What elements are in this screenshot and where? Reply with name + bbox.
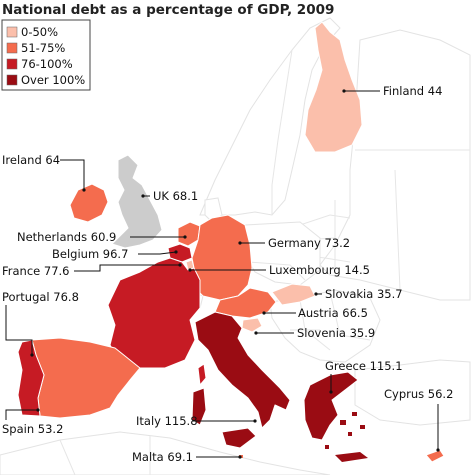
greek-islands: [325, 412, 368, 462]
country-labels: Finland 44 Ireland 64 UK 68.1 Netherland…: [2, 84, 453, 464]
label-france: France 77.6: [2, 264, 70, 278]
legend-swatch-51-75: [6, 42, 18, 54]
label-italy: Italy 115.8: [136, 414, 198, 428]
label-spain: Spain 53.2: [2, 422, 63, 436]
island-corsica: [197, 363, 207, 386]
label-luxembourg: Luxembourg 14.5: [269, 263, 370, 277]
country-slovenia: [241, 317, 263, 333]
country-greece: [303, 371, 359, 441]
legend-swatch-76-100: [6, 58, 18, 70]
country-italy: [194, 311, 291, 429]
country-portugal: [17, 339, 45, 417]
map-title: National debt as a percentage of GDP, 20…: [2, 2, 334, 18]
island-sardinia: [191, 387, 207, 426]
country-uk: [111, 154, 163, 249]
label-uk: UK 68.1: [153, 189, 198, 203]
leader-lines: [5, 89, 440, 459]
label-malta: Malta 69.1: [132, 450, 193, 464]
legend-label-0-50: 0-50%: [21, 25, 58, 39]
label-slovenia: Slovenia 35.9: [297, 326, 375, 340]
label-greece: Greece 115.1: [325, 359, 403, 373]
legend-label-51-75: 51-75%: [21, 41, 65, 55]
legend: 0-50% 51-75% 76-100% Over 100%: [1, 19, 91, 91]
country-france: [107, 257, 201, 369]
label-austria: Austria 66.5: [298, 306, 368, 320]
label-slovakia: Slovakia 35.7: [325, 287, 403, 301]
legend-label-76-100: 76-100%: [21, 57, 73, 71]
label-cyprus: Cyprus 56.2: [384, 387, 453, 401]
country-cyprus: [425, 449, 445, 463]
country-ireland: [69, 183, 109, 223]
label-ireland: Ireland 64: [2, 153, 60, 167]
background-land: [0, 17, 471, 475]
label-belgium: Belgium 96.7: [52, 247, 128, 261]
label-netherlands: Netherlands 60.9: [17, 230, 116, 244]
legend-swatch-over-100: [6, 74, 18, 86]
island-sicily: [221, 427, 257, 449]
label-germany: Germany 73.2: [268, 236, 350, 250]
country-germany: [191, 214, 253, 301]
legend-label-over-100: Over 100%: [21, 73, 85, 87]
label-finland: Finland 44: [383, 84, 442, 98]
country-slovakia: [271, 283, 316, 306]
legend-swatch-0-50: [6, 26, 18, 38]
country-finland: [304, 21, 363, 153]
label-portugal: Portugal 76.8: [2, 290, 79, 304]
